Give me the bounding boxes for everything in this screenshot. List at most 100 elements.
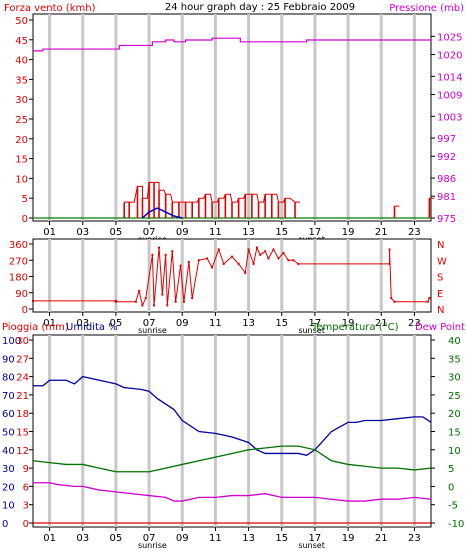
- pressure-tick-label: 1014: [437, 72, 462, 83]
- rain-tick-label: 21: [16, 391, 29, 402]
- wind-tick-label: 30: [15, 95, 28, 106]
- x-tick-label: 23: [408, 533, 421, 544]
- direction-point: [114, 300, 117, 303]
- x-tick-label: 15: [275, 533, 288, 544]
- x-tick-label: 01: [43, 318, 56, 329]
- sunrise-label: sunrise: [138, 541, 167, 550]
- direction-point: [182, 300, 185, 303]
- compass-label: E: [437, 289, 443, 300]
- humidity-tick-label: 40: [2, 446, 15, 457]
- x-tick-label: 17: [309, 533, 322, 544]
- direction-tick-label: 90: [15, 289, 28, 300]
- x-tick-label: 05: [110, 533, 123, 544]
- wind-tick-label: 35: [15, 75, 28, 86]
- sunrise-label: sunrise: [138, 326, 167, 335]
- direction-point: [231, 255, 233, 258]
- rain-tick-label: 3: [23, 501, 29, 512]
- direction-point: [161, 293, 164, 296]
- wind-pressure-panel: 5045403530252015105010251020101410091003…: [4, 2, 464, 244]
- x-tick-label: 21: [375, 533, 388, 544]
- humidity-tick-label: 60: [2, 409, 15, 420]
- humidity-tick-label: 100: [2, 336, 21, 347]
- x-tick-label: 05: [110, 227, 123, 238]
- pressure-tick-label: 992: [437, 152, 456, 163]
- temperature-tick-label: 10: [448, 446, 461, 457]
- x-tick-label: 03: [76, 318, 89, 329]
- direction-tick-label: 180: [9, 273, 28, 284]
- temperature-tick-label: 35: [448, 354, 461, 365]
- pressure-tick-label: 997: [437, 134, 456, 145]
- x-tick-label: 11: [209, 227, 222, 238]
- weather-gridlines: [48, 335, 416, 527]
- x-tick-label: 01: [43, 227, 56, 238]
- direction-point: [428, 297, 431, 300]
- rain-tick-label: 30: [16, 336, 29, 347]
- rain-tick-label: 6: [23, 482, 29, 493]
- direction-point: [388, 262, 391, 265]
- x-tick-label: 13: [242, 533, 255, 544]
- pressure-tick-label: 1025: [437, 32, 462, 43]
- humidity-tick-label: 90: [2, 354, 15, 365]
- x-tick-label: 09: [176, 318, 189, 329]
- direction-point: [151, 253, 154, 256]
- direction-point: [153, 304, 156, 307]
- direction-ticks: 360 N 270 W 180 S 90 E 0 N 01 03 05 07 09 11 13 15 17 19 21 2…: [9, 240, 447, 335]
- wind-tick-label: 0: [22, 214, 28, 225]
- temperature-tick-label: 15: [448, 428, 461, 439]
- x-tick-label: 13: [242, 227, 255, 238]
- pressure-tick-label: 975: [437, 214, 456, 225]
- rain-axis-label: Pioggia (mm): [2, 322, 69, 333]
- wind-pressure-plot-frame: [32, 13, 432, 222]
- direction-point: [206, 257, 209, 260]
- x-tick-label: 11: [209, 533, 222, 544]
- temperature-tick-label: -5: [448, 501, 458, 512]
- direction-point: [217, 248, 220, 251]
- temperature-tick-label: 30: [448, 373, 461, 384]
- direction-point: [259, 253, 262, 256]
- direction-tick-label: 270: [9, 256, 28, 267]
- x-tick-label: 15: [275, 318, 288, 329]
- rain-tick-label: 18: [16, 409, 29, 420]
- direction-point: [390, 297, 393, 300]
- temperature-tick-label: 0: [448, 482, 454, 493]
- wind-tick-label: 15: [15, 155, 28, 166]
- direction-point: [211, 266, 214, 269]
- temperature-tick-label: 40: [448, 336, 461, 347]
- direction-tick-label: 360: [9, 240, 28, 251]
- direction-tick-label: 0: [22, 305, 28, 316]
- direction-marks: [32, 246, 431, 307]
- humidity-tick-label: 30: [2, 464, 15, 475]
- wind-pressure-marks: [33, 37, 435, 219]
- pressure-tick-label: 986: [437, 174, 456, 185]
- wind-pressure-ticks: 5045403530252015105010251020101410091003…: [15, 16, 462, 244]
- humidity-tick-label: 10: [2, 501, 15, 512]
- direction-point: [267, 257, 270, 260]
- direction-point: [32, 299, 34, 302]
- x-tick-label: 09: [176, 227, 189, 238]
- direction-point: [144, 297, 147, 300]
- direction-point: [197, 259, 200, 262]
- x-tick-label: 15: [275, 227, 288, 238]
- humidity-tick-label: 0: [2, 519, 8, 530]
- compass-label: N: [437, 240, 444, 251]
- direction-point: [272, 248, 275, 251]
- direction-panel: 360 N 270 W 180 S 90 E 0 N 01 03 05 07 09 11 13 15 17 19 21 2…: [9, 238, 447, 335]
- rain-tick-label: 24: [16, 373, 29, 384]
- direction-point: [255, 246, 258, 249]
- direction-point: [158, 246, 161, 249]
- wind-tick-label: 40: [15, 56, 28, 67]
- compass-label: N: [437, 305, 444, 316]
- wind-tick-label: 50: [15, 16, 28, 27]
- x-tick-label: 11: [209, 318, 222, 329]
- direction-point: [171, 250, 174, 253]
- direction-point: [179, 264, 182, 267]
- x-tick-label: 17: [309, 318, 322, 329]
- direction-point: [141, 304, 144, 307]
- direction-point: [264, 250, 267, 253]
- direction-point: [252, 262, 255, 265]
- x-tick-label: 19: [342, 533, 355, 544]
- rain-tick-label: 27: [16, 354, 29, 365]
- x-tick-label: 23: [408, 227, 421, 238]
